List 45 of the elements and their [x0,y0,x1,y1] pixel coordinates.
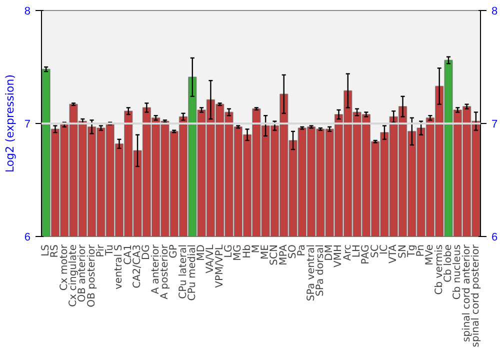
y-tick-label: 7 [24,118,31,130]
x-tick-label: Pir [95,244,106,258]
x-tick-label: PAG [360,244,372,264]
x-tick-label: A anterior [150,244,162,294]
x-tick-label: Cx motor [58,244,70,291]
y2-tick-label: 8 [492,6,498,18]
x-tick-label: SN [397,244,408,258]
x-tick-label: Arc [342,244,354,261]
y2-tick-label: 7 [492,118,498,130]
x-tick-label: Cb vermis [434,244,445,295]
x-tick-label: spinal cord posterior [470,244,482,348]
x-tick-label: IC [378,244,390,254]
y-tick-label: 6 [24,232,31,244]
x-tick-label: SCN [269,244,280,266]
x-tick-label: VA/VL [205,244,216,274]
x-tick-label: MPA [278,244,290,266]
y-axis-title: Log2 (expression) [3,74,16,173]
x-tick-label: Cb lobe [442,244,454,282]
x-tick-label: CPu lateral [178,244,189,299]
y2-tick-label: 6 [492,232,498,244]
x-tick-label: spinal cord anterior [461,244,472,342]
x-tick-label: SPa dorsal [314,244,326,296]
x-tick-label: DG [141,244,152,260]
x-tick-label: RS [50,244,61,258]
x-tick-label: LG [223,244,234,258]
x-tick-label: ventral S [114,244,125,290]
y-tick-label: 8 [24,6,31,18]
x-tick-label: CA1 [122,244,134,265]
x-tick-label: VMH [333,244,344,268]
x-tick-label: SC [370,244,381,258]
x-tick-label: GP [168,244,180,258]
x-tick-label: Tg [406,244,418,258]
x-tick-label: Cb nucleus [452,244,464,300]
x-tick-label: VPM/VPL [214,244,226,288]
x-tick-label: A posterior [159,244,170,300]
x-tick-label: SPa ventral [306,244,317,302]
x-tick-label: MG [232,244,244,261]
x-tick-label: MVe [424,244,436,266]
x-tick-label: CPu medial [186,244,198,301]
x-tick-label: OB posterior [86,244,98,308]
x-tick-label: Pa [296,244,308,256]
x-tick-label: VTA [388,244,400,264]
x-tick-label: OB anterior [77,244,88,302]
x-tick-label: Hb [242,244,253,258]
x-tick-label: M [250,244,262,254]
